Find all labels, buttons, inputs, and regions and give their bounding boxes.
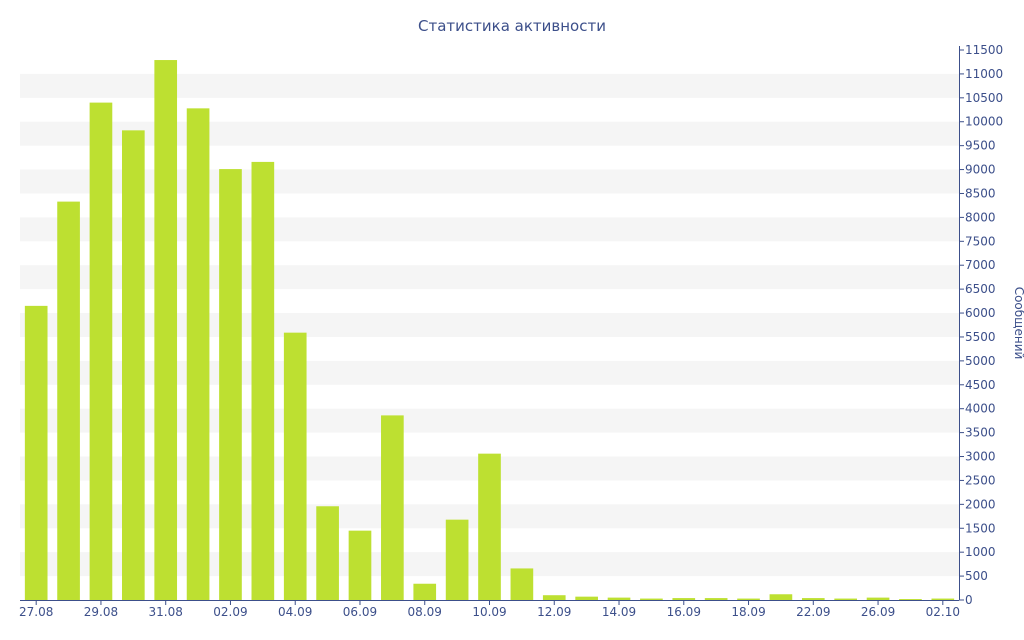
y-tick-label: 3000 <box>965 450 996 464</box>
y-axis-label: Сообщений <box>1012 287 1024 360</box>
grid-band <box>20 121 959 146</box>
x-tick-label: 16.09 <box>667 605 701 619</box>
bar <box>640 598 663 600</box>
y-tick-label: 6500 <box>965 282 996 296</box>
x-tick-label: 02.10 <box>926 605 960 619</box>
bar <box>510 568 534 600</box>
x-tick-label: 22.09 <box>796 605 830 619</box>
y-tick-label: 1000 <box>965 545 996 559</box>
y-tick-label: 2000 <box>965 497 996 511</box>
x-tick-label: 06.09 <box>343 605 377 619</box>
x-tick-label: 26.09 <box>861 605 895 619</box>
y-tick-label: 3500 <box>965 426 996 440</box>
x-tick-label: 08.09 <box>408 605 442 619</box>
bar <box>866 597 890 600</box>
bar <box>251 161 275 601</box>
bar <box>154 60 178 601</box>
bar <box>89 102 113 600</box>
bar <box>542 595 566 600</box>
bar <box>607 597 631 600</box>
y-tick-label: 4000 <box>965 402 996 416</box>
bar <box>24 305 48 600</box>
x-tick-label: 12.09 <box>537 605 571 619</box>
bar <box>219 169 242 600</box>
grid-band <box>20 73 959 98</box>
x-tick-label: 18.09 <box>731 605 765 619</box>
y-tick-label: 7000 <box>965 258 996 272</box>
bars <box>24 60 955 601</box>
x-tick-label: 10.09 <box>472 605 506 619</box>
bar <box>834 598 858 600</box>
bar <box>445 519 469 600</box>
y-tick-label: 10000 <box>965 115 1003 129</box>
y-tick-label: 5500 <box>965 330 996 344</box>
y-tick-label: 6000 <box>965 306 996 320</box>
bar <box>801 598 825 600</box>
y-tick-label: 11500 <box>965 43 1003 57</box>
y-tick-label: 9000 <box>965 163 996 177</box>
x-tick-label: 29.08 <box>84 605 118 619</box>
bar <box>672 598 696 600</box>
bar <box>121 130 145 600</box>
bar <box>575 596 598 600</box>
y-tick-label: 8000 <box>965 210 996 224</box>
bar <box>283 332 307 600</box>
y-ticks: 0 500 1000 1500 2000 2500 3000 3500 4000 4500 5000… <box>959 43 1003 607</box>
y-tick-label: 11000 <box>965 67 1003 81</box>
bar <box>931 598 955 600</box>
y-tick-label: 5000 <box>965 354 996 368</box>
bar <box>381 415 404 600</box>
bar <box>57 201 80 600</box>
bar <box>316 506 339 600</box>
x-tick-label: 31.08 <box>149 605 183 619</box>
chart-title: Статистика активности <box>418 17 606 35</box>
y-tick-label: 0 <box>965 593 973 607</box>
y-tick-label: 4500 <box>965 378 996 392</box>
x-tick-label: 14.09 <box>602 605 636 619</box>
bar <box>769 594 793 600</box>
y-tick-label: 7500 <box>965 234 996 248</box>
bar <box>737 598 760 600</box>
y-tick-label: 10500 <box>965 91 1003 105</box>
bar <box>478 453 501 600</box>
bar <box>413 583 437 600</box>
bar <box>899 599 922 600</box>
x-tick-label: 04.09 <box>278 605 312 619</box>
y-tick-label: 8500 <box>965 186 996 200</box>
x-ticks: 27.08 29.08 31.08 02.09 04.09 06.09 08.09 10.09… <box>19 600 960 619</box>
x-tick-label: 27.08 <box>19 605 53 619</box>
bar <box>348 530 372 600</box>
y-tick-label: 2500 <box>965 473 996 487</box>
x-tick-label: 02.09 <box>213 605 247 619</box>
y-tick-label: 1500 <box>965 521 996 535</box>
bar <box>704 598 728 600</box>
y-tick-label: 500 <box>965 569 988 583</box>
y-tick-label: 9500 <box>965 139 996 153</box>
bar <box>186 108 210 600</box>
